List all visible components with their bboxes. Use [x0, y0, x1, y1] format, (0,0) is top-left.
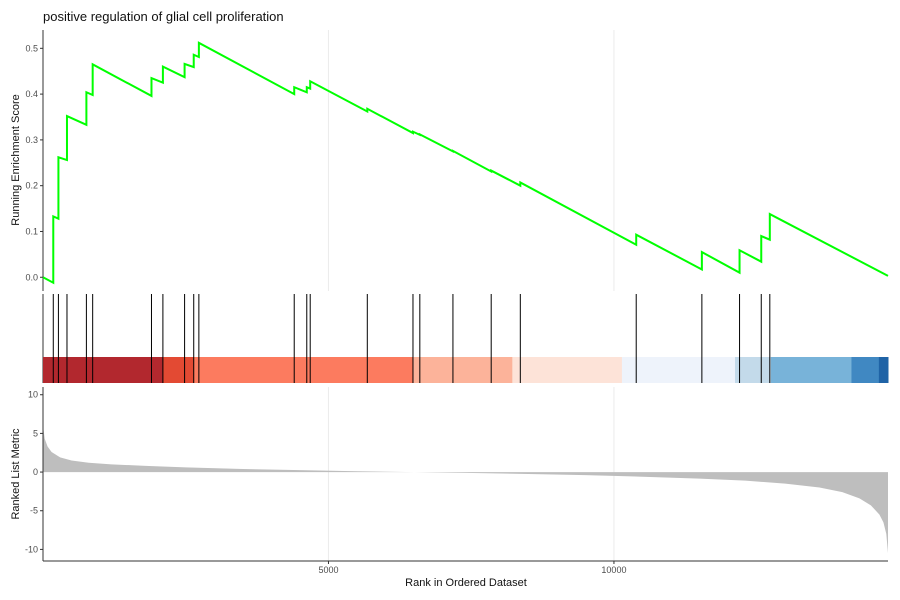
- ranked-metric-area: [43, 425, 888, 554]
- ranked-metric-y-tick-label: -10: [25, 544, 38, 554]
- running-score-y-tick-label: 0.0: [25, 272, 38, 282]
- ranked-metric-y-tick-label: 0: [33, 467, 38, 477]
- chart-title: positive regulation of glial cell prolif…: [43, 9, 284, 24]
- running-score-y-tick-label: 0.4: [25, 89, 38, 99]
- ranked-metric-y-tick-label: 10: [28, 390, 38, 400]
- rank-color-segment: [770, 357, 852, 383]
- rank-color-bar: [43, 357, 889, 383]
- running-score-y-tick-label: 0.1: [25, 226, 38, 236]
- running-score-y-axis-title: Running Enrichment Score: [10, 94, 22, 225]
- gene-hit-marks: [52, 294, 771, 383]
- x-axis: 5000 10000: [318, 561, 626, 575]
- running-score-line: [42, 41, 889, 285]
- ranked-metric-y-axis: -10 -5 0 5 10: [25, 390, 43, 554]
- running-score-y-tick-label: 0.5: [25, 43, 38, 53]
- gene-hit-panel: [42, 294, 889, 383]
- running-score-y-tick-label: 0.2: [25, 181, 38, 191]
- running-score-y-axis: 0.0 0.1 0.2 0.3 0.4 0.5: [25, 43, 43, 282]
- running-score-gridlines: [327, 30, 615, 291]
- rank-color-segment: [412, 357, 513, 383]
- ranked-metric-y-tick-label: 5: [33, 428, 38, 438]
- rank-color-segment: [193, 357, 414, 383]
- running-score-y-tick-label: 0.3: [25, 135, 38, 145]
- rank-color-segment: [162, 357, 195, 383]
- rank-color-segment: [878, 357, 889, 383]
- x-axis-title: Rank in Ordered Dataset: [405, 577, 527, 589]
- rank-color-segment: [851, 357, 880, 383]
- rank-color-segment: [43, 357, 164, 383]
- ranked-metric-panel: -10 -5 0 5 10 5000 10000 Ranked List Metric R…: [10, 387, 888, 589]
- rank-color-segment: [621, 357, 736, 383]
- ranked-metric-y-axis-title: Ranked List Metric: [10, 428, 22, 520]
- rank-color-segment: [734, 357, 772, 383]
- rank-color-segment: [512, 357, 623, 383]
- ranked-metric-y-tick-label: -5: [30, 506, 38, 516]
- x-axis-tick-label: 5000: [318, 565, 338, 575]
- running-score-panel: 0.0 0.1 0.2 0.3 0.4 0.5 Running Enrichment Sc…: [10, 30, 889, 291]
- x-axis-tick-label: 10000: [601, 565, 626, 575]
